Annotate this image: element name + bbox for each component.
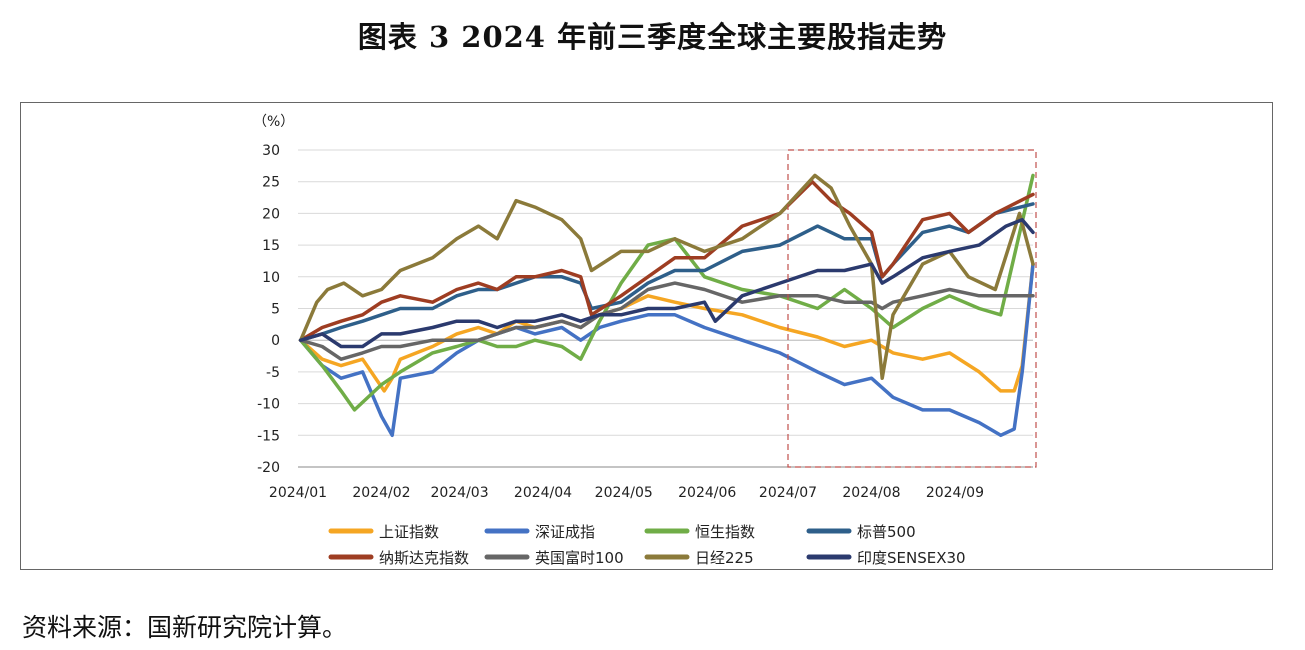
x-tick-label: 2024/07 — [759, 485, 817, 501]
highlight-box — [787, 149, 1037, 468]
x-tick-label: 2024/05 — [595, 485, 653, 501]
y-tick-label: 15 — [262, 238, 280, 254]
legend-label: 印度SENSEX30 — [857, 549, 966, 567]
y-tick-label: -10 — [257, 397, 280, 413]
series-line-英国富时100 — [298, 281, 1035, 361]
series-line-印度SENSEX30 — [298, 217, 1035, 349]
y-tick-label: 20 — [262, 206, 280, 222]
y-tick-label: 10 — [262, 270, 280, 286]
legend-label: 纳斯达克指数 — [379, 549, 469, 567]
x-tick-label: 2024/09 — [926, 485, 984, 501]
line-chart: -20 -15 -10 -5 0 5 10 15 20 25 30 （%） 2024/01 2024/02… — [253, 114, 1037, 567]
y-tick-label: 5 — [271, 302, 280, 318]
legend-label: 标普500 — [857, 523, 916, 541]
legend-label: 深证成指 — [535, 523, 595, 541]
y-tick-label: -20 — [257, 460, 280, 476]
series-line-深证成指 — [298, 262, 1035, 438]
x-tick-label: 2024/06 — [678, 485, 736, 501]
y-tick-label: 25 — [262, 175, 280, 191]
y-tick-label: 30 — [262, 143, 280, 159]
legend-label: 英国富时100 — [535, 549, 624, 567]
source-note: 资料来源：国新研究院计算。 — [22, 613, 348, 642]
x-tick-label: 2024/03 — [430, 485, 488, 501]
x-tick-label: 2024/04 — [514, 485, 572, 501]
y-tick-label: -5 — [266, 365, 280, 381]
figure-title: 图表 3 2024 年前三季度全球主要股指走势 — [357, 20, 948, 54]
series-line-日经225 — [298, 173, 1035, 380]
x-tick-label: 2024/02 — [352, 485, 410, 501]
series-line-纳斯达克指数 — [298, 179, 1035, 342]
x-tick-label: 2024/01 — [269, 485, 327, 501]
y-unit-label: （%） — [253, 114, 294, 130]
legend-label: 恒生指数 — [695, 523, 755, 541]
chart-frame: -20 -15 -10 -5 0 5 10 15 20 25 30 （%） 2024/01 2024/02… — [20, 102, 1273, 570]
series-line-标普500 — [298, 202, 1035, 342]
y-tick-label: -15 — [257, 428, 280, 444]
y-tick-label: 0 — [271, 333, 280, 349]
series-line-恒生指数 — [298, 173, 1035, 412]
legend-label: 上证指数 — [379, 523, 439, 541]
legend-label: 日经225 — [695, 549, 754, 567]
x-tick-label: 2024/08 — [842, 485, 900, 501]
